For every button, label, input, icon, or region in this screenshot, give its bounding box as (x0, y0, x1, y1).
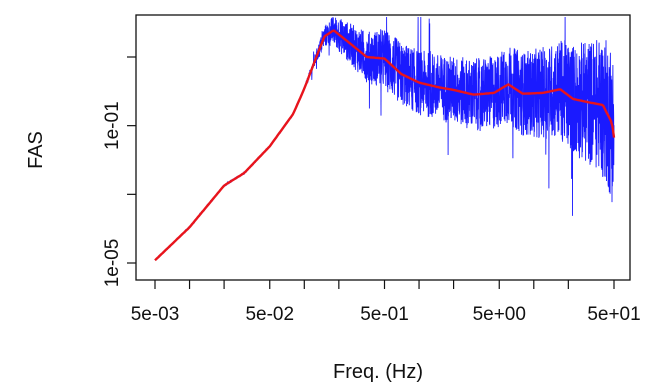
x-axis-title: Freq. (Hz) (333, 361, 423, 383)
x-tick-label: 5e-01 (360, 304, 409, 325)
x-tick-label: 5e+01 (587, 304, 640, 325)
smoothed-spectrum-layer (154, 29, 616, 262)
y-tick-label: 1e-01 (102, 101, 123, 150)
x-tick-label: 5e+00 (473, 304, 526, 325)
x-tick-label: 5e-03 (131, 304, 180, 325)
y-axis-title: FAS (25, 131, 47, 169)
raw-spectrum-layer (154, 16, 615, 261)
y-axis: 1e-05 1e-01 (102, 56, 136, 288)
raw-spectrum-line (154, 16, 615, 261)
y-tick-label: 1e-05 (102, 239, 123, 288)
smoothed-spectrum-line (154, 29, 616, 262)
x-tick-label: 5e-02 (245, 304, 294, 325)
x-axis: 5e-03 5e-02 5e-01 5e+00 5e+01 (131, 279, 641, 325)
